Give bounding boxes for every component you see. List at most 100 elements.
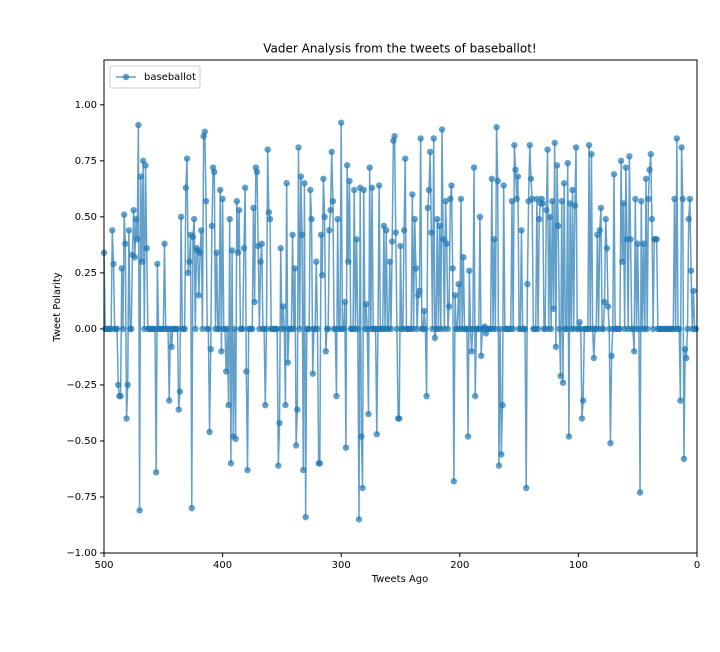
point (119, 325, 127, 333)
point (136, 507, 143, 514)
point (110, 260, 117, 268)
point (189, 233, 197, 241)
point (430, 135, 437, 142)
point (416, 287, 423, 295)
point (282, 401, 289, 409)
point (319, 271, 326, 279)
point (488, 175, 496, 182)
point (257, 258, 264, 265)
plot-frame (103, 59, 698, 554)
point (250, 204, 257, 212)
point (321, 213, 328, 221)
point (521, 325, 529, 333)
point (134, 236, 141, 243)
point (571, 202, 579, 209)
point (549, 197, 556, 205)
point (585, 141, 593, 149)
point (550, 305, 557, 312)
point (375, 182, 383, 189)
point (536, 215, 543, 223)
point (590, 354, 598, 362)
point (231, 325, 238, 333)
point (464, 433, 472, 440)
point (124, 381, 131, 389)
point (177, 213, 185, 221)
point (409, 191, 416, 198)
point (610, 171, 618, 178)
point (495, 462, 503, 469)
point (417, 135, 424, 142)
x-axis-label: Tweets Ago (371, 574, 429, 585)
point (512, 166, 519, 174)
point (328, 148, 335, 156)
x-tick-label: 0 (694, 560, 700, 571)
point (213, 249, 220, 256)
point (490, 236, 498, 243)
point (236, 206, 243, 214)
point (685, 215, 692, 223)
point (264, 146, 271, 153)
point (215, 325, 223, 333)
point (560, 180, 568, 187)
point (543, 206, 550, 214)
point (526, 141, 533, 149)
point (533, 195, 541, 203)
point (307, 186, 314, 194)
point (329, 197, 337, 205)
point (653, 236, 660, 243)
point (508, 197, 516, 205)
legend: baseballot (109, 65, 201, 89)
point (142, 162, 149, 169)
point (477, 352, 485, 359)
point (680, 455, 688, 463)
point (275, 462, 282, 469)
point (262, 401, 269, 409)
point (564, 159, 571, 167)
point (524, 280, 531, 288)
point (298, 231, 306, 238)
point (638, 197, 645, 205)
point (627, 236, 634, 243)
point (383, 227, 390, 234)
point (294, 406, 301, 413)
point (265, 209, 273, 216)
point (120, 211, 128, 218)
point (597, 204, 605, 212)
point (442, 197, 449, 205)
point (588, 150, 595, 158)
point (492, 325, 499, 333)
point (243, 368, 250, 375)
point (130, 206, 137, 214)
point (551, 139, 558, 147)
y-tick-label: −0.75 (66, 492, 97, 503)
point (118, 265, 125, 272)
y-axis-label: Tweet Polarity (52, 272, 63, 343)
point (620, 200, 627, 207)
series-line (103, 122, 696, 520)
point (228, 247, 236, 254)
point (240, 245, 248, 252)
point (500, 182, 507, 189)
point (174, 325, 181, 333)
point (424, 204, 431, 212)
point (647, 150, 654, 158)
point (559, 379, 567, 386)
point (360, 186, 367, 194)
point (181, 325, 188, 333)
point (451, 292, 459, 299)
point (283, 180, 290, 187)
point (308, 215, 315, 223)
point (355, 516, 363, 523)
point (284, 359, 292, 366)
point (263, 325, 270, 333)
point (251, 298, 258, 306)
y-tick-label: −0.50 (66, 436, 97, 447)
point (400, 227, 408, 234)
point (602, 215, 609, 223)
point (438, 126, 446, 133)
point (411, 215, 418, 223)
point (494, 177, 501, 185)
point (493, 124, 500, 131)
point (217, 186, 224, 194)
